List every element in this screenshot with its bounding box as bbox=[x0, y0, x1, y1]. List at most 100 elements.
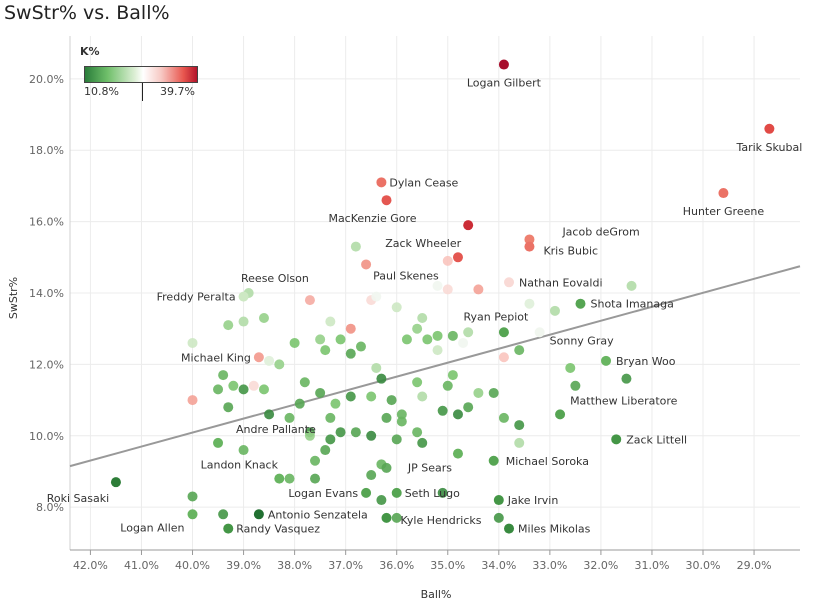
data-point[interactable] bbox=[330, 398, 341, 409]
data-point[interactable] bbox=[371, 362, 382, 373]
data-point[interactable] bbox=[366, 470, 377, 481]
data-point[interactable] bbox=[452, 409, 463, 420]
data-point[interactable] bbox=[218, 509, 229, 520]
data-point-logan-allen[interactable] bbox=[187, 509, 198, 520]
data-point-reese-olson[interactable] bbox=[304, 295, 315, 306]
data-point[interactable] bbox=[223, 402, 234, 413]
data-point[interactable] bbox=[315, 387, 326, 398]
data-point[interactable] bbox=[213, 384, 224, 395]
data-point[interactable] bbox=[437, 487, 448, 498]
data-point[interactable] bbox=[432, 330, 443, 341]
data-point-hunter-greene[interactable] bbox=[718, 188, 729, 199]
data-point[interactable] bbox=[264, 355, 275, 366]
data-point[interactable] bbox=[570, 380, 581, 391]
data-point[interactable] bbox=[366, 391, 377, 402]
data-point[interactable] bbox=[284, 473, 295, 484]
data-point[interactable] bbox=[565, 362, 576, 373]
data-point[interactable] bbox=[335, 334, 346, 345]
data-point[interactable] bbox=[442, 284, 453, 295]
data-point[interactable] bbox=[361, 259, 372, 270]
data-point-logan-evans[interactable] bbox=[361, 487, 372, 498]
data-point-roki-sasaki[interactable] bbox=[110, 477, 121, 488]
data-point[interactable] bbox=[228, 380, 239, 391]
data-point-zack-wheeler[interactable] bbox=[463, 220, 474, 231]
data-point[interactable] bbox=[381, 462, 392, 473]
data-point[interactable] bbox=[274, 359, 285, 370]
data-point[interactable] bbox=[325, 412, 336, 423]
data-point-logan-gilbert[interactable] bbox=[498, 59, 509, 70]
data-point-zack-littell[interactable] bbox=[611, 434, 622, 445]
data-point[interactable] bbox=[514, 345, 525, 356]
data-point[interactable] bbox=[493, 512, 504, 523]
data-point[interactable] bbox=[442, 380, 453, 391]
data-point-landon-knack[interactable] bbox=[274, 473, 285, 484]
data-point-antonio-senzatela[interactable] bbox=[253, 509, 264, 520]
data-point-paul-skenes[interactable] bbox=[452, 252, 463, 263]
data-point[interactable] bbox=[345, 323, 356, 334]
data-point[interactable] bbox=[258, 312, 269, 323]
data-point[interactable] bbox=[248, 380, 259, 391]
data-point-nathan-eovaldi[interactable] bbox=[504, 277, 515, 288]
data-point[interactable] bbox=[284, 412, 295, 423]
data-point[interactable] bbox=[432, 280, 443, 291]
data-point-bryan-woo[interactable] bbox=[601, 355, 612, 366]
data-point[interactable] bbox=[447, 370, 458, 381]
data-point[interactable] bbox=[621, 373, 632, 384]
data-point[interactable] bbox=[514, 420, 525, 431]
data-point[interactable] bbox=[473, 387, 484, 398]
data-point-miles-mikolas[interactable] bbox=[504, 523, 515, 534]
data-point[interactable] bbox=[376, 495, 387, 506]
data-point[interactable] bbox=[320, 345, 331, 356]
data-point[interactable] bbox=[187, 491, 198, 502]
data-point-jake-irvin[interactable] bbox=[493, 495, 504, 506]
data-point[interactable] bbox=[381, 412, 392, 423]
data-point[interactable] bbox=[417, 391, 428, 402]
data-point[interactable] bbox=[447, 330, 458, 341]
data-point[interactable] bbox=[335, 427, 346, 438]
data-point[interactable] bbox=[345, 348, 356, 359]
data-point-michael-king[interactable] bbox=[253, 352, 264, 363]
data-point[interactable] bbox=[396, 409, 407, 420]
data-point[interactable] bbox=[258, 384, 269, 395]
data-point[interactable] bbox=[514, 437, 525, 448]
data-point[interactable] bbox=[463, 402, 474, 413]
data-point-randy-vasquez[interactable] bbox=[223, 523, 234, 534]
data-point[interactable] bbox=[458, 337, 469, 348]
data-point-matthew-liberatore[interactable] bbox=[555, 409, 566, 420]
data-point[interactable] bbox=[355, 341, 366, 352]
data-point-mackenzie-gore[interactable] bbox=[381, 195, 392, 206]
data-point[interactable] bbox=[626, 280, 637, 291]
data-point[interactable] bbox=[264, 409, 275, 420]
data-point[interactable] bbox=[371, 291, 382, 302]
data-point[interactable] bbox=[412, 323, 423, 334]
data-point[interactable] bbox=[396, 416, 407, 427]
data-point[interactable] bbox=[320, 445, 331, 456]
data-point[interactable] bbox=[524, 298, 535, 309]
data-point[interactable] bbox=[417, 437, 428, 448]
data-point[interactable] bbox=[289, 337, 300, 348]
data-point[interactable] bbox=[376, 373, 387, 384]
data-point-kyle-hendricks[interactable] bbox=[381, 512, 392, 523]
data-point[interactable] bbox=[417, 312, 428, 323]
data-point-jacob-degrom[interactable] bbox=[524, 234, 535, 245]
data-point[interactable] bbox=[412, 377, 423, 388]
data-point[interactable] bbox=[391, 434, 402, 445]
data-point[interactable] bbox=[412, 427, 423, 438]
data-point[interactable] bbox=[345, 391, 356, 402]
data-point[interactable] bbox=[238, 384, 249, 395]
data-point[interactable] bbox=[315, 334, 326, 345]
data-point-dylan-cease[interactable] bbox=[376, 177, 387, 188]
data-point[interactable] bbox=[488, 387, 499, 398]
data-point[interactable] bbox=[386, 395, 397, 406]
data-point[interactable] bbox=[463, 327, 474, 338]
data-point[interactable] bbox=[437, 405, 448, 416]
data-point[interactable] bbox=[299, 377, 310, 388]
data-point[interactable] bbox=[187, 395, 198, 406]
data-point[interactable] bbox=[549, 305, 560, 316]
data-point-shota-imanaga[interactable] bbox=[575, 298, 586, 309]
data-point-ryan-pepiot[interactable] bbox=[498, 327, 509, 338]
data-point[interactable] bbox=[498, 352, 509, 363]
data-point[interactable] bbox=[294, 398, 305, 409]
data-point[interactable] bbox=[187, 337, 198, 348]
data-point[interactable] bbox=[401, 334, 412, 345]
